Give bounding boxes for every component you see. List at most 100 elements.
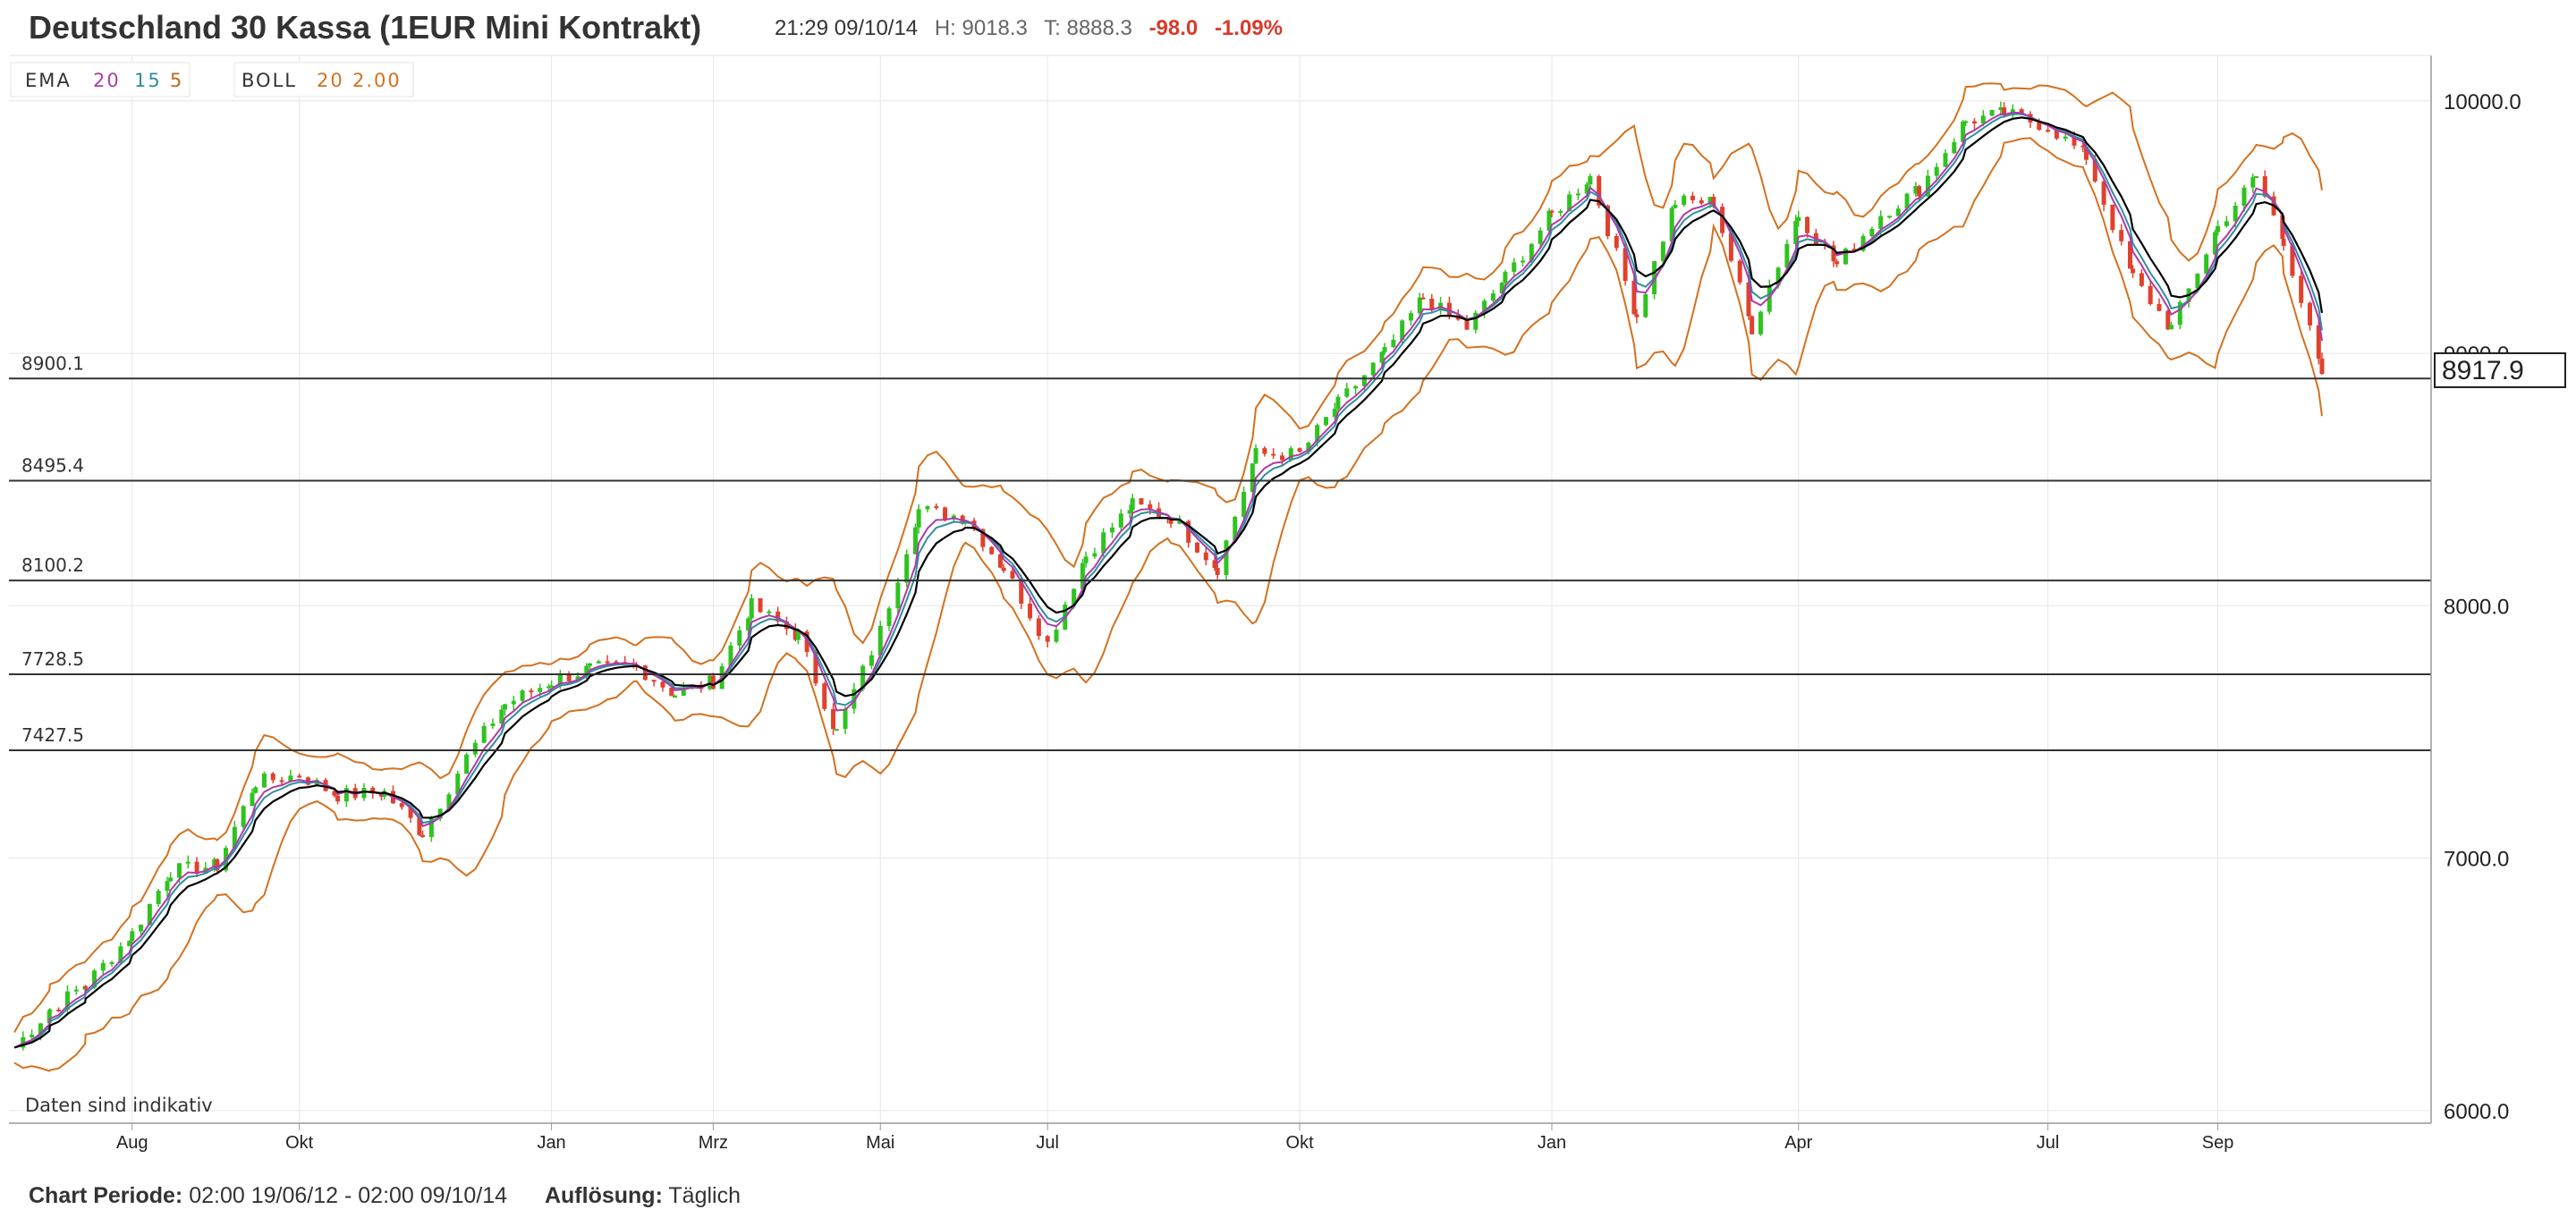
candle (2101, 178, 2106, 211)
candle-body (1092, 553, 1097, 557)
candle-body (1673, 205, 1678, 208)
candle-body (1241, 491, 1247, 517)
price-rule-label: 7728.5 (21, 648, 84, 670)
candle-body (2128, 241, 2133, 269)
candle-body (895, 582, 901, 609)
candle-body (212, 859, 217, 868)
candle-body (2165, 310, 2171, 330)
candle-body (775, 611, 781, 622)
candle-body (1323, 417, 1328, 426)
candle-body (2139, 273, 2144, 286)
candle-body (614, 661, 619, 664)
candle-body (1130, 498, 1135, 511)
candle-body (767, 611, 772, 613)
candle-body (1417, 297, 1422, 314)
candle (1512, 258, 1517, 277)
candle (1597, 174, 1602, 208)
candle (1420, 292, 1426, 300)
candle-body (2233, 205, 2238, 222)
candle (1139, 498, 1144, 505)
candle (912, 523, 918, 555)
candle (1118, 509, 1123, 530)
candle (139, 924, 144, 935)
candle-body (549, 685, 555, 688)
candle-body (109, 962, 114, 965)
y-tick-label: 10000.0 (2444, 90, 2521, 114)
candle (1934, 163, 1939, 182)
candle (877, 621, 883, 659)
candle-body (1045, 636, 1050, 642)
candle-body (1233, 516, 1238, 541)
candle-body (1605, 205, 1610, 237)
legend-ema-period-15: 15 (134, 70, 162, 91)
candle-body (428, 818, 434, 838)
candle-body (270, 774, 275, 781)
candle-body (1746, 282, 1751, 317)
data-notice: Daten sind indikativ (25, 1095, 213, 1116)
candle (1750, 315, 1755, 335)
candle-body (1690, 195, 1695, 201)
candle (795, 630, 801, 645)
candle (1631, 275, 1637, 315)
candle-body (1036, 618, 1041, 637)
candle-body (795, 631, 801, 640)
candle (822, 681, 827, 712)
candle (47, 1008, 53, 1011)
candle (127, 940, 132, 947)
candle-body (73, 989, 79, 992)
quote-low: T: 8888.3 (1044, 16, 1132, 40)
candle-body (1989, 110, 1995, 116)
candle-body (1490, 293, 1496, 301)
candle-body (1784, 243, 1790, 268)
candle (1989, 109, 1995, 117)
candle-body (1520, 260, 1525, 263)
candle (1529, 242, 1534, 266)
candle (2253, 175, 2258, 179)
candle-body (925, 506, 930, 510)
candle (1253, 444, 1258, 465)
candle (1438, 296, 1444, 315)
candle (520, 689, 525, 703)
candle (1538, 227, 1543, 250)
candle-body (499, 709, 504, 724)
candle (749, 594, 754, 623)
candle-body (1512, 262, 1517, 272)
candle (64, 985, 70, 1015)
legend-boll-period: 20 (317, 70, 344, 91)
bollinger-bands (13, 82, 2323, 1072)
candle-body (370, 787, 376, 794)
candle-body (1775, 267, 1781, 286)
candle-body (1793, 221, 1799, 244)
candle (642, 664, 648, 681)
candle (472, 740, 478, 757)
candle-body (1588, 176, 1593, 185)
candle-body (91, 970, 97, 988)
candle-body (1963, 121, 1969, 123)
candle-body (250, 792, 255, 807)
candle-body (56, 1009, 62, 1011)
candle-body (669, 687, 674, 697)
candle (587, 663, 592, 670)
candle (1241, 486, 1247, 521)
candle (1215, 564, 1220, 579)
candle (1408, 310, 1413, 326)
candle-body (2262, 176, 2267, 197)
candle-body (1315, 425, 1320, 444)
candle-body (642, 665, 648, 681)
candle-body (1878, 216, 1884, 229)
resolution-label: Auflösung: (544, 1183, 663, 1208)
candle-body (2148, 285, 2153, 304)
candle-body (147, 904, 152, 925)
candle-body (185, 861, 191, 864)
candle (1869, 226, 1875, 240)
price-chart[interactable]: 8900.1 8495.4 8100.2 7728.5 7427.5 6000.0 700… (0, 0, 2576, 1163)
candle (547, 683, 552, 691)
candle (109, 960, 114, 967)
candle-body (2072, 136, 2077, 146)
chart-footer: Chart Periode: 02:00 19/06/12 - 02:00 09… (29, 1183, 741, 1209)
candle-body (681, 688, 686, 696)
candle-body (1250, 463, 1255, 492)
candle-body (792, 629, 798, 640)
candle (1588, 173, 1593, 189)
